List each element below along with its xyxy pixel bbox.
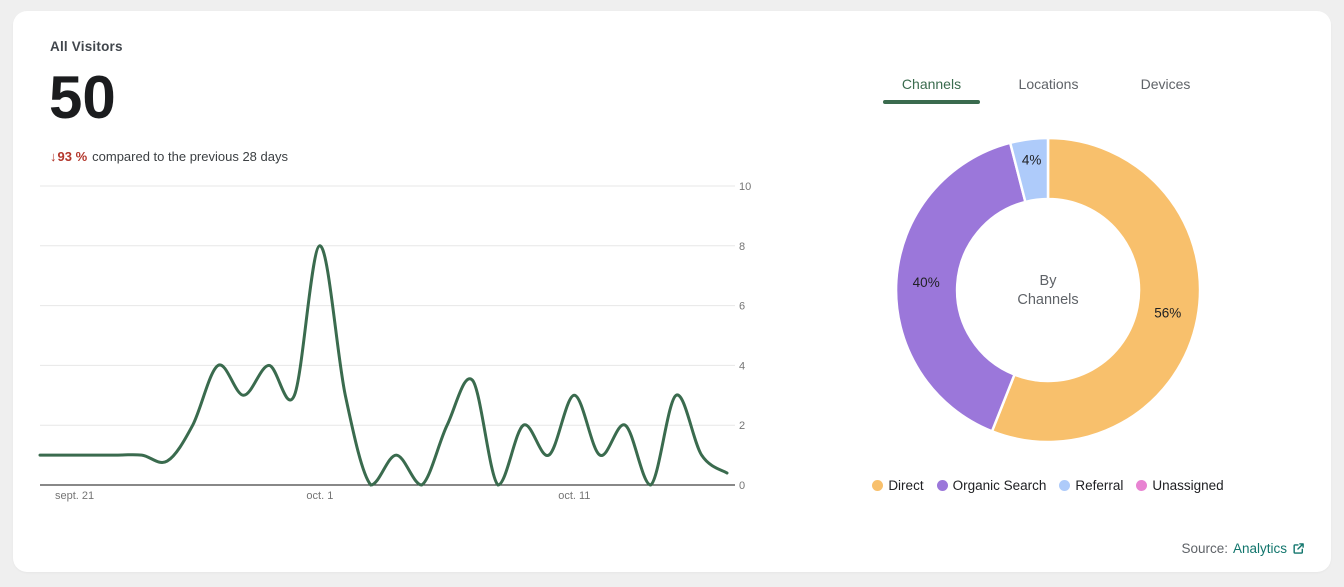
x-tick-label: sept. 21	[55, 490, 94, 502]
legend-label: Unassigned	[1152, 478, 1224, 493]
legend-color-dot	[936, 480, 948, 491]
source-link-label: Analytics	[1232, 541, 1287, 556]
donut-segment-organic-search	[894, 141, 1027, 433]
legend-item-organic-search: Organic Search	[936, 478, 1047, 493]
legend-color-dot	[1136, 480, 1148, 491]
source-analytics-link[interactable]: Analytics	[1233, 541, 1305, 556]
donut-percent-label: 56%	[1154, 305, 1181, 320]
donut-percent-label: 40%	[913, 275, 940, 290]
card-title: All Visitors	[50, 39, 123, 54]
legend-label: Direct	[888, 478, 924, 493]
donut-percent-label: 4%	[1022, 153, 1042, 168]
legend-item-direct: Direct	[872, 478, 924, 493]
y-tick-label: 10	[739, 181, 751, 193]
y-tick-label: 0	[739, 480, 745, 492]
legend-item-referral: Referral	[1059, 478, 1123, 493]
tab-label: Locations	[1018, 76, 1079, 92]
legend-item-unassigned: Unassigned	[1136, 478, 1224, 493]
source-label: Source:	[1181, 541, 1228, 556]
breakdown-tabs: Channels Locations Devices	[873, 64, 1224, 104]
delta-description: compared to the previous 28 days	[92, 149, 288, 164]
channels-donut-chart: 56% 40% 4% By Channels	[894, 136, 1202, 444]
x-tick-label: oct. 11	[558, 490, 590, 502]
y-tick-label: 8	[739, 241, 745, 253]
analytics-card: All Visitors 50 ↓ 93 % compared to the p…	[13, 11, 1331, 572]
tab-locations[interactable]: Locations	[990, 64, 1107, 104]
donut-center-label: By	[1040, 273, 1058, 289]
trend-down-arrow-icon: ↓	[50, 149, 57, 164]
y-tick-label: 6	[739, 301, 745, 313]
legend-label: Referral	[1075, 478, 1124, 493]
delta-row: ↓ 93 % compared to the previous 28 days	[50, 149, 288, 164]
tab-channels[interactable]: Channels	[873, 64, 990, 104]
delta-percent: 93 %	[57, 149, 88, 164]
legend-color-dot	[872, 480, 884, 491]
legend-color-dot	[1059, 480, 1071, 491]
active-tab-underline	[883, 100, 980, 104]
tab-label: Channels	[901, 76, 962, 92]
donut-segment-referral	[1008, 136, 1050, 204]
x-tick-label: oct. 1	[306, 490, 333, 502]
donut-legend: Direct Organic Search Referral Unassigned	[798, 478, 1298, 493]
tab-label: Devices	[1140, 76, 1191, 92]
visitors-line-chart: 0 2 4 6 8 10 sept. 21 oct. 1 oct. 11	[38, 181, 751, 502]
visitors-line	[38, 244, 729, 487]
y-tick-label: 2	[739, 420, 745, 432]
source-row: Source: Analytics	[1181, 541, 1305, 556]
legend-label: Organic Search	[952, 478, 1047, 493]
external-link-icon	[1293, 543, 1304, 554]
visitors-count: 50	[49, 64, 116, 131]
donut-segment-direct	[990, 136, 1202, 444]
tab-devices[interactable]: Devices	[1107, 64, 1224, 104]
y-tick-label: 4	[739, 360, 745, 372]
donut-center-label: Channels	[1017, 292, 1078, 308]
